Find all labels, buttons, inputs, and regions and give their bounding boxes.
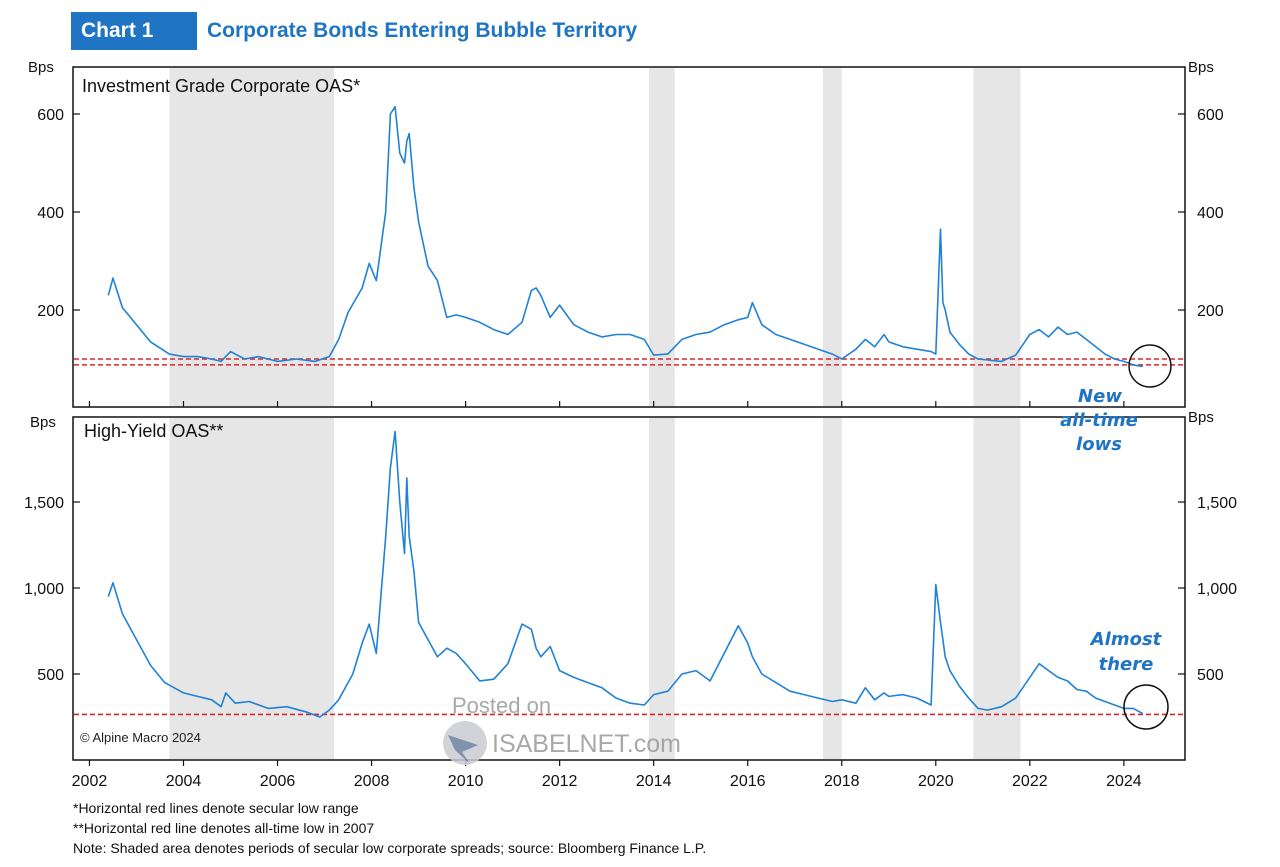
ig-annotation-line-1: New [1078,386,1122,407]
hy-annotation-line-2: there [1099,654,1154,675]
series-lines [107,105,1144,718]
ig-right-unit: Bps [1188,59,1214,76]
ig-right-tick-label: 200 [1197,303,1224,320]
x-tick-label: 2004 [166,773,202,790]
hy-left-tick-label: 1,000 [24,581,64,598]
shaded-period-2-ig [648,68,675,406]
x-tick-label: 2024 [1106,773,1142,790]
shaded-period-4-hy [973,418,1021,759]
watermark-posted-on: Posted on [452,693,551,718]
hy-right-tick-label: 1,500 [1197,495,1237,512]
x-tick-label: 2020 [918,773,954,790]
copyright-text: © Alpine Macro 2024 [80,730,201,745]
ig-left-tick-label: 600 [37,107,64,124]
ig-right-tick-label: 600 [1197,107,1224,124]
hy-annotation-line-1: Almost [1089,629,1163,650]
hy-panel-title: High-Yield OAS** [84,421,223,441]
ig-left-unit: Bps [28,59,54,76]
watermark-site: ISABELNET.com [492,730,681,758]
ig-panel-title: Investment Grade Corporate OAS* [82,76,360,96]
x-axis: 2002 2004 2006 2008 2010 2012 2014 2016 2018 2020… [72,401,1142,790]
ig-left-tick-label: 400 [37,205,64,222]
hy-right-unit: Bps [1188,409,1214,426]
footnote-source: Note: Shaded area denotes periods of sec… [73,840,707,856]
shaded-period-3-hy [822,418,842,759]
x-tick-label: 2022 [1012,773,1048,790]
x-tick-label: 2018 [824,773,860,790]
x-tick-label: 2008 [354,773,390,790]
hy-oas-line [107,430,1144,718]
footnotes: *Horizontal red lines denote secular low… [73,798,706,858]
chart-number-badge: Chart 1 [71,12,197,50]
ig-lows-highlight-circle [1128,344,1172,388]
chart-title: Corporate Bonds Entering Bubble Territor… [207,19,638,42]
ig-left-tick-label: 200 [37,303,64,320]
hy-left-unit: Bps [30,414,56,431]
footnote-ig: *Horizontal red lines denote secular low… [73,800,359,816]
watermark: Posted on ISABELNET.com [443,693,681,765]
hy-lows-highlight-circle [1123,684,1169,730]
watermark-bird-icon [448,735,478,764]
shaded-period-3-ig [822,68,842,406]
ig-right-tick-label: 400 [1197,205,1224,222]
ig-annotation-line-2: all-time [1060,410,1138,431]
shaded-period-1-ig [169,68,334,406]
footnote-hy: **Horizontal red line denotes all-time l… [73,820,375,836]
ig-panel-frame [72,66,1186,408]
x-tick-label: 2010 [448,773,484,790]
x-tick-label: 2016 [730,773,766,790]
shaded-periods [169,68,1021,759]
hy-left-tick-label: 1,500 [24,495,64,512]
x-tick-label: 2002 [72,773,108,790]
shaded-period-2-hy [648,418,675,759]
y-ticks: 200 200 400 400 600 600 500 500 1,000 1,000 1,500 1… [24,107,1237,684]
shaded-period-1-hy [169,418,334,759]
hy-right-tick-label: 1,000 [1197,581,1237,598]
ig-oas-line [107,105,1143,368]
ig-annotation-line-3: lows [1076,434,1122,455]
chart-header: Chart 1 Corporate Bonds Entering Bubble … [71,12,637,50]
x-tick-label: 2014 [636,773,672,790]
x-tick-label: 2006 [260,773,296,790]
hy-left-tick-label: 500 [37,667,64,684]
reference-lines [74,358,1184,716]
x-tick-label: 2012 [542,773,578,790]
shaded-period-4-ig [973,68,1021,406]
hy-right-tick-label: 500 [1197,667,1224,684]
